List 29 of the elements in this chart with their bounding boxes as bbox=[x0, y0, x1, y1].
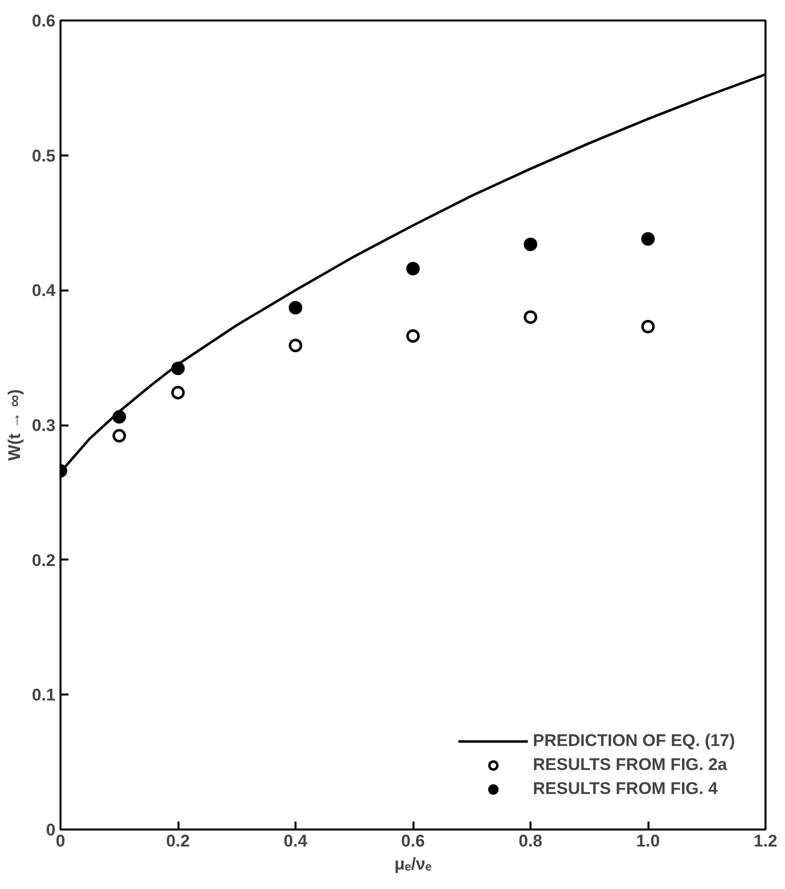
point bbox=[641, 320, 655, 334]
point bbox=[406, 329, 420, 343]
point bbox=[524, 238, 538, 252]
y-tick-label: 0.2 bbox=[32, 550, 56, 570]
point bbox=[112, 429, 126, 443]
point bbox=[171, 386, 185, 400]
y-tick-label: 0.1 bbox=[32, 686, 56, 705]
point bbox=[288, 300, 302, 314]
legend-label: RESULTS FROM FIG. 4 bbox=[532, 779, 718, 799]
x-tick-label: 0.4 bbox=[284, 832, 308, 850]
point bbox=[112, 410, 126, 424]
x-tick-label: 1.2 bbox=[754, 832, 778, 850]
point bbox=[171, 362, 185, 376]
legend-label: PREDICTION OF EQ. (17) bbox=[532, 731, 735, 751]
legend-label: RESULTS FROM FIG. 2a bbox=[532, 755, 728, 775]
point bbox=[524, 310, 538, 324]
y-tick-label: 0.5 bbox=[32, 146, 56, 166]
x-tick-label: 0.2 bbox=[166, 832, 190, 850]
y-tick-label: 0.4 bbox=[32, 281, 56, 300]
y-tick-label: 0.3 bbox=[32, 416, 56, 435]
point bbox=[288, 338, 302, 352]
point bbox=[406, 262, 420, 276]
y-tick-label: 0.6 bbox=[32, 12, 56, 30]
x-tick-label: 0.8 bbox=[518, 832, 542, 850]
y-axis-title: W(t → ∞) bbox=[4, 389, 24, 461]
point bbox=[641, 232, 655, 246]
x-tick-label: 1.0 bbox=[636, 832, 660, 850]
x-tick-label: 0.6 bbox=[401, 832, 425, 850]
x-axis-title: μₑ/νₑ bbox=[394, 854, 432, 874]
